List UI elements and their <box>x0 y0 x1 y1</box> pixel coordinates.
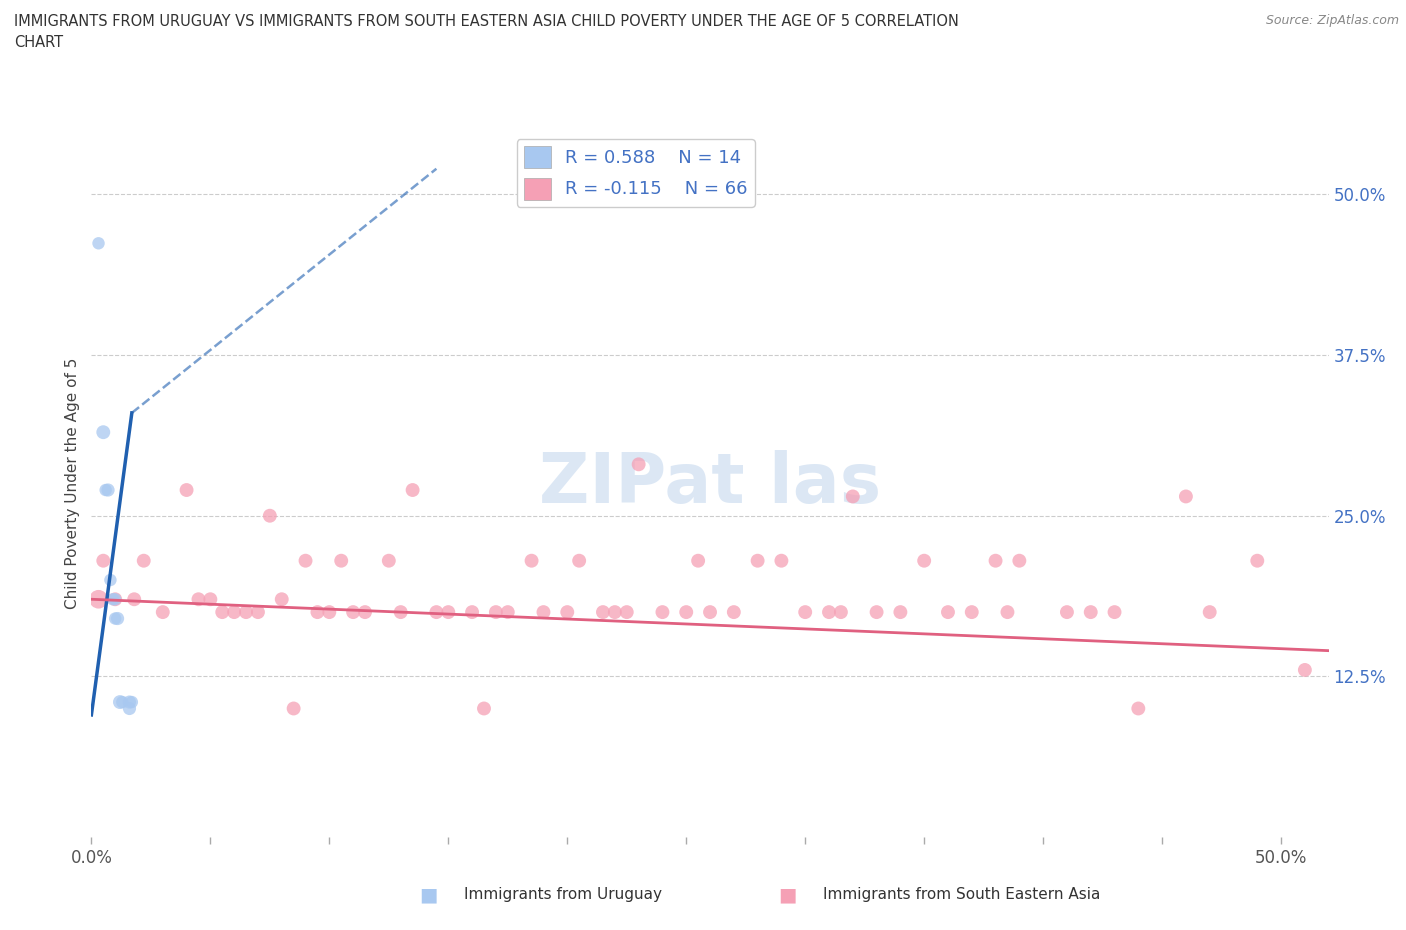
Point <box>496 604 519 619</box>
Point <box>91 553 114 568</box>
Point <box>1008 553 1031 568</box>
Point <box>108 695 131 710</box>
Point <box>830 604 852 619</box>
Point <box>224 604 246 619</box>
Point <box>118 695 141 710</box>
Point <box>1104 604 1126 619</box>
Point <box>270 591 292 606</box>
Point <box>568 553 591 568</box>
Point <box>294 553 316 568</box>
Point <box>997 604 1019 619</box>
Point <box>699 604 721 619</box>
Point <box>330 553 353 568</box>
Point <box>616 604 638 619</box>
Point <box>318 604 340 619</box>
Point <box>865 604 887 619</box>
Point <box>101 591 124 606</box>
Point <box>132 553 155 568</box>
Point <box>723 604 745 619</box>
Point <box>121 695 143 710</box>
Point <box>675 604 697 619</box>
Legend: R = 0.588    N = 14, R = -0.115    N = 66: R = 0.588 N = 14, R = -0.115 N = 66 <box>516 140 755 206</box>
Point <box>520 553 543 568</box>
Text: ■: ■ <box>778 885 797 904</box>
Point <box>187 591 209 606</box>
Point <box>1198 604 1220 619</box>
Point <box>842 489 865 504</box>
Point <box>794 604 817 619</box>
Point <box>592 604 614 619</box>
Point <box>889 604 911 619</box>
Point <box>176 483 198 498</box>
Point <box>259 509 281 524</box>
Point <box>770 553 793 568</box>
Point <box>603 604 626 619</box>
Point <box>111 695 134 710</box>
Point <box>118 701 141 716</box>
Point <box>94 483 117 498</box>
Point <box>104 591 127 606</box>
Text: Immigrants from Uruguay: Immigrants from Uruguay <box>464 887 662 902</box>
Point <box>235 604 257 619</box>
Point <box>200 591 222 606</box>
Y-axis label: Child Poverty Under the Age of 5: Child Poverty Under the Age of 5 <box>65 358 80 609</box>
Point <box>246 604 269 619</box>
Point <box>283 701 305 716</box>
Point <box>818 604 841 619</box>
Point <box>107 611 129 626</box>
Point <box>1056 604 1078 619</box>
Point <box>1174 489 1197 504</box>
Point <box>984 553 1007 568</box>
Point <box>307 604 329 619</box>
Point <box>100 573 122 588</box>
Point <box>342 604 364 619</box>
Point <box>87 236 110 251</box>
Point <box>936 604 959 619</box>
Text: Source: ZipAtlas.com: Source: ZipAtlas.com <box>1265 14 1399 27</box>
Point <box>104 591 127 606</box>
Point <box>461 604 484 619</box>
Point <box>425 604 447 619</box>
Point <box>533 604 555 619</box>
Point <box>122 591 145 606</box>
Point <box>651 604 673 619</box>
Text: IMMIGRANTS FROM URUGUAY VS IMMIGRANTS FROM SOUTH EASTERN ASIA CHILD POVERTY UNDE: IMMIGRANTS FROM URUGUAY VS IMMIGRANTS FR… <box>14 14 959 29</box>
Point <box>1128 701 1150 716</box>
Point <box>747 553 769 568</box>
Point <box>472 701 495 716</box>
Point <box>688 553 710 568</box>
Point <box>91 425 114 440</box>
Point <box>485 604 508 619</box>
Text: Immigrants from South Eastern Asia: Immigrants from South Eastern Asia <box>823 887 1099 902</box>
Text: ■: ■ <box>419 885 439 904</box>
Point <box>627 457 650 472</box>
Point <box>211 604 233 619</box>
Text: CHART: CHART <box>14 35 63 50</box>
Point <box>354 604 377 619</box>
Point <box>437 604 460 619</box>
Point <box>389 604 412 619</box>
Point <box>401 483 423 498</box>
Point <box>152 604 174 619</box>
Point <box>97 483 120 498</box>
Point <box>378 553 401 568</box>
Text: ZIPat las: ZIPat las <box>538 450 882 517</box>
Point <box>1246 553 1268 568</box>
Point <box>912 553 935 568</box>
Point <box>1080 604 1102 619</box>
Point <box>87 591 110 606</box>
Point <box>960 604 983 619</box>
Point <box>1294 662 1316 677</box>
Point <box>104 611 127 626</box>
Point <box>555 604 578 619</box>
